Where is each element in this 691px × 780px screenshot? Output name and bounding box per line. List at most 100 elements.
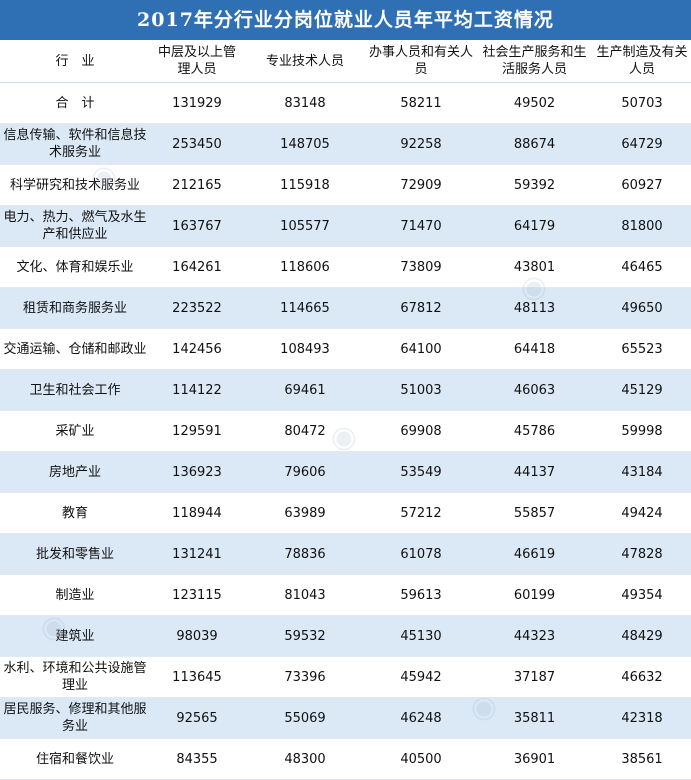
header-clerks: 办事人员和有关人员 (366, 40, 476, 83)
salary-cell: 88674 (476, 123, 593, 165)
salary-cell: 36901 (476, 738, 593, 780)
salary-cell: 48429 (593, 615, 691, 657)
table-row: 住宿和餐饮业 84355 48300 40500 36901 38561 (0, 738, 691, 780)
salary-table: 行 业 中层及以上管理人员 专业技术人员 办事人员和有关人员 社会生产服务和生活… (0, 40, 691, 780)
table-row: 批发和零售业 131241 78836 61078 46619 47828 (0, 533, 691, 575)
salary-cell: 65523 (593, 328, 691, 370)
salary-cell: 61078 (366, 533, 476, 575)
salary-cell: 49354 (593, 574, 691, 616)
salary-cell: 115918 (244, 164, 366, 206)
salary-cell: 131241 (150, 533, 244, 575)
table-row: 居民服务、修理和其他服务业 92565 55069 46248 35811 42318 (0, 697, 691, 739)
salary-cell: 44323 (476, 615, 593, 657)
industry-cell: 教育 (0, 492, 150, 534)
salary-cell: 64100 (366, 328, 476, 370)
header-managers: 中层及以上管理人员 (150, 40, 244, 83)
salary-cell: 60199 (476, 574, 593, 616)
industry-cell: 建筑业 (0, 615, 150, 657)
salary-cell: 46248 (366, 697, 476, 739)
salary-cell: 40500 (366, 738, 476, 780)
industry-cell: 科学研究和技术服务业 (0, 164, 150, 206)
salary-cell: 53549 (366, 451, 476, 493)
salary-cell: 63989 (244, 492, 366, 534)
salary-cell: 92258 (366, 123, 476, 165)
salary-cell: 79606 (244, 451, 366, 493)
header-professionals: 专业技术人员 (244, 40, 366, 83)
salary-cell: 71470 (366, 205, 476, 247)
salary-cell: 81800 (593, 205, 691, 247)
salary-cell: 123115 (150, 574, 244, 616)
salary-cell: 45130 (366, 615, 476, 657)
industry-cell: 租赁和商务服务业 (0, 287, 150, 329)
salary-cell: 164261 (150, 246, 244, 288)
salary-cell: 45786 (476, 410, 593, 452)
industry-cell: 文化、体育和娱乐业 (0, 246, 150, 288)
salary-cell: 58211 (366, 82, 476, 124)
salary-cell: 114665 (244, 287, 366, 329)
salary-cell: 67812 (366, 287, 476, 329)
table-row: 文化、体育和娱乐业 164261 118606 73809 43801 46465 (0, 246, 691, 288)
salary-cell: 81043 (244, 574, 366, 616)
salary-cell: 73396 (244, 656, 366, 698)
salary-cell: 60927 (593, 164, 691, 206)
table-row: 房地产业 136923 79606 53549 44137 43184 (0, 451, 691, 493)
industry-cell: 制造业 (0, 574, 150, 616)
salary-cell: 44137 (476, 451, 593, 493)
salary-cell: 83148 (244, 82, 366, 124)
salary-cell: 59392 (476, 164, 593, 206)
salary-cell: 64179 (476, 205, 593, 247)
salary-cell: 105577 (244, 205, 366, 247)
salary-cell: 59613 (366, 574, 476, 616)
salary-cell: 55857 (476, 492, 593, 534)
industry-cell: 电力、热力、燃气及水生产和供应业 (0, 205, 150, 247)
salary-cell: 84355 (150, 738, 244, 780)
table-row: 采矿业 129591 80472 69908 45786 59998 (0, 410, 691, 452)
industry-cell: 住宿和餐饮业 (0, 738, 150, 780)
table-row: 合 计 131929 83148 58211 49502 50703 (0, 82, 691, 124)
industry-cell: 采矿业 (0, 410, 150, 452)
table-row: 电力、热力、燃气及水生产和供应业 163767 105577 71470 64179 81… (0, 205, 691, 247)
table-title: 2017年分行业分岗位就业人员年平均工资情况 (0, 0, 691, 40)
salary-cell: 148705 (244, 123, 366, 165)
salary-cell: 80472 (244, 410, 366, 452)
salary-cell: 49424 (593, 492, 691, 534)
industry-cell: 批发和零售业 (0, 533, 150, 575)
industry-cell: 卫生和社会工作 (0, 369, 150, 411)
salary-cell: 78836 (244, 533, 366, 575)
table-row: 科学研究和技术服务业 212165 115918 72909 59392 60927 (0, 164, 691, 206)
salary-cell: 46465 (593, 246, 691, 288)
table-body: 合 计 131929 83148 58211 49502 50703 信息传输、软件和信息技… (0, 82, 691, 780)
salary-cell: 47828 (593, 533, 691, 575)
salary-cell: 46063 (476, 369, 593, 411)
salary-cell: 49650 (593, 287, 691, 329)
salary-cell: 43801 (476, 246, 593, 288)
salary-cell: 223522 (150, 287, 244, 329)
salary-cell: 72909 (366, 164, 476, 206)
salary-cell: 136923 (150, 451, 244, 493)
industry-cell: 居民服务、修理和其他服务业 (0, 697, 150, 739)
industry-cell: 房地产业 (0, 451, 150, 493)
salary-cell: 55069 (244, 697, 366, 739)
salary-cell: 108493 (244, 328, 366, 370)
salary-cell: 92565 (150, 697, 244, 739)
salary-cell: 212165 (150, 164, 244, 206)
salary-cell: 48113 (476, 287, 593, 329)
salary-cell: 48300 (244, 738, 366, 780)
salary-cell: 253450 (150, 123, 244, 165)
table-row: 信息传输、软件和信息技术服务业 253450 148705 92258 88674 647… (0, 123, 691, 165)
industry-cell: 信息传输、软件和信息技术服务业 (0, 123, 150, 165)
salary-cell: 64729 (593, 123, 691, 165)
salary-cell: 131929 (150, 82, 244, 124)
salary-cell: 118944 (150, 492, 244, 534)
salary-cell: 59998 (593, 410, 691, 452)
salary-cell: 49502 (476, 82, 593, 124)
salary-cell: 57212 (366, 492, 476, 534)
table-row: 建筑业 98039 59532 45130 44323 48429 (0, 615, 691, 657)
salary-cell: 73809 (366, 246, 476, 288)
salary-cell: 98039 (150, 615, 244, 657)
salary-cell: 45942 (366, 656, 476, 698)
salary-cell: 163767 (150, 205, 244, 247)
salary-cell: 50703 (593, 82, 691, 124)
salary-cell: 51003 (366, 369, 476, 411)
